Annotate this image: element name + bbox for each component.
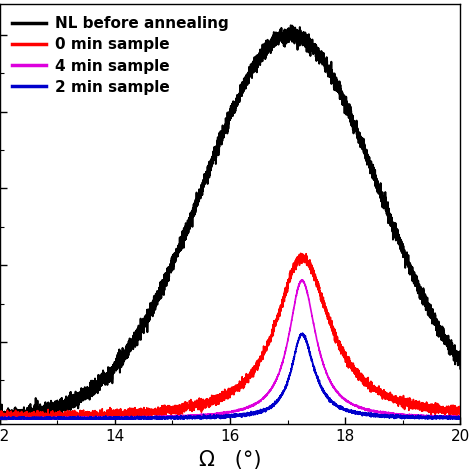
NL before annealing	[457, 366, 463, 372]
4 min sample	[300, 277, 305, 283]
0 min sample	[81, 409, 86, 414]
4 min sample	[0, 416, 3, 421]
4 min sample	[457, 413, 463, 419]
NL before annealing	[376, 182, 382, 188]
NL before annealing	[173, 252, 179, 258]
2 min sample	[81, 415, 86, 421]
X-axis label: Ω   (°): Ω (°)	[199, 450, 261, 470]
Line: NL before annealing: NL before annealing	[0, 25, 460, 419]
2 min sample	[300, 330, 305, 336]
NL before annealing	[273, 29, 279, 35]
Line: 0 min sample: 0 min sample	[0, 253, 460, 419]
0 min sample	[0, 413, 2, 419]
2 min sample	[273, 400, 279, 406]
4 min sample	[173, 413, 179, 419]
4 min sample	[0, 415, 2, 420]
NL before annealing	[81, 391, 86, 397]
Legend: NL before annealing, 0 min sample, 4 min sample, 2 min sample: NL before annealing, 0 min sample, 4 min…	[7, 12, 233, 100]
2 min sample	[0, 414, 2, 420]
NL before annealing	[0, 416, 3, 421]
NL before annealing	[0, 415, 2, 421]
0 min sample	[296, 256, 302, 262]
Line: 2 min sample: 2 min sample	[0, 333, 460, 419]
4 min sample	[296, 281, 302, 287]
0 min sample	[376, 388, 382, 393]
0 min sample	[0, 416, 3, 421]
0 min sample	[341, 350, 346, 356]
0 min sample	[173, 408, 179, 413]
2 min sample	[376, 412, 382, 418]
4 min sample	[376, 410, 382, 415]
NL before annealing	[341, 93, 346, 99]
0 min sample	[298, 250, 303, 256]
NL before annealing	[288, 22, 293, 28]
4 min sample	[273, 377, 279, 383]
NL before annealing	[297, 34, 302, 39]
2 min sample	[296, 334, 302, 340]
Line: 4 min sample: 4 min sample	[0, 280, 460, 419]
4 min sample	[341, 396, 346, 401]
0 min sample	[273, 318, 279, 324]
2 min sample	[0, 416, 3, 421]
2 min sample	[457, 416, 463, 421]
0 min sample	[457, 407, 463, 413]
2 min sample	[341, 407, 346, 412]
2 min sample	[173, 415, 179, 420]
4 min sample	[81, 415, 86, 420]
